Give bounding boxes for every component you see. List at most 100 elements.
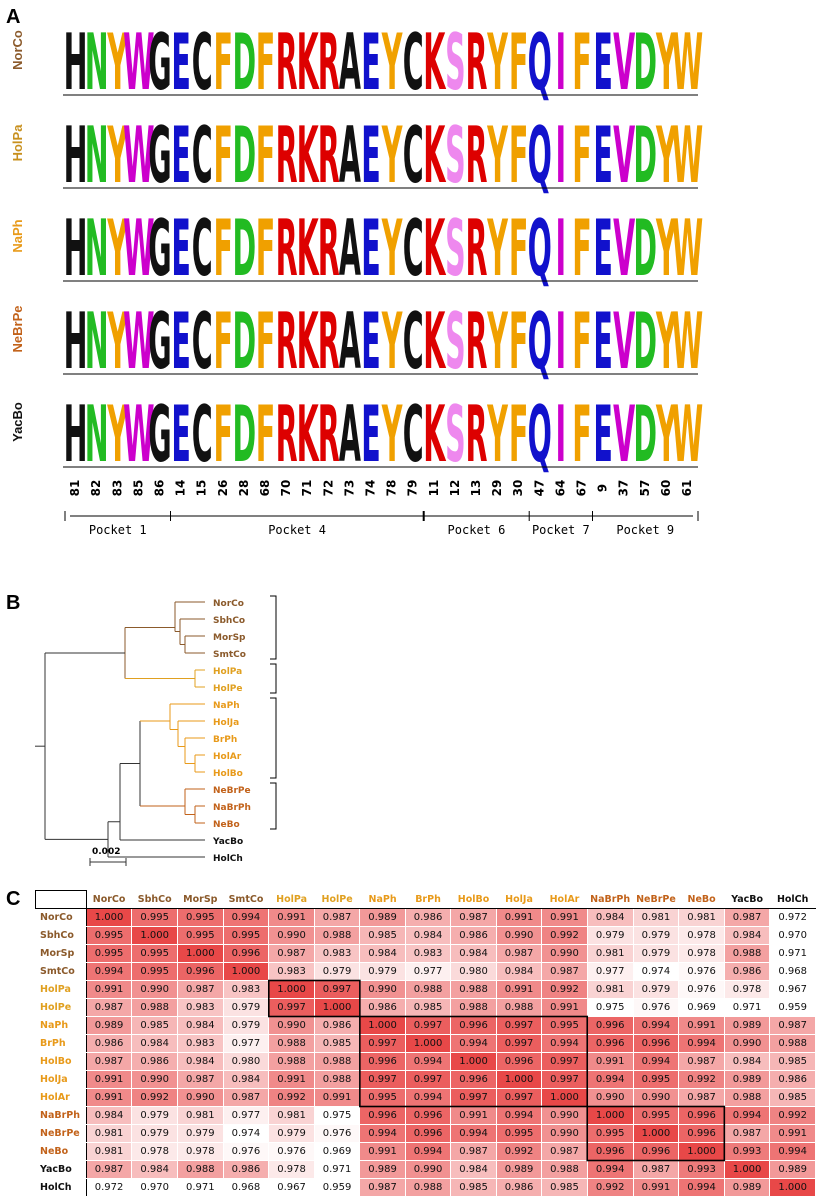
matrix-cell: 0.984 bbox=[359, 944, 406, 963]
logo-letter: Y bbox=[656, 16, 678, 108]
logo-letter: Y bbox=[656, 295, 678, 387]
matrix-cell: 0.996 bbox=[632, 1034, 680, 1053]
matrix-cell: 0.984 bbox=[85, 1106, 133, 1125]
logo-letter: Y bbox=[381, 295, 403, 387]
logo-letter: C bbox=[192, 388, 213, 480]
matrix-cell: 0.984 bbox=[177, 1016, 224, 1035]
matrix-cell: 0.994 bbox=[359, 1124, 406, 1143]
logo-letter: F bbox=[256, 295, 275, 387]
matrix-cell: 0.997 bbox=[495, 1034, 543, 1053]
matrix-cell: 0.988 bbox=[769, 1034, 816, 1053]
logo-letter: H bbox=[64, 202, 88, 294]
matrix-cell: 0.979 bbox=[586, 926, 634, 945]
logo-position-label: 73 bbox=[342, 480, 356, 497]
matrix-col-header: SbhCo bbox=[131, 890, 178, 909]
logo-position-label: 9 bbox=[596, 484, 610, 492]
matrix-col-header: YacBo bbox=[723, 890, 771, 909]
logo-letter: F bbox=[509, 388, 528, 480]
matrix-cell: 1.000 bbox=[495, 1070, 543, 1089]
matrix-cell: 0.983 bbox=[313, 944, 361, 963]
logo-letter: R bbox=[318, 16, 340, 108]
matrix-cell: 0.968 bbox=[222, 1178, 270, 1197]
matrix-cell: 0.974 bbox=[222, 1124, 270, 1143]
matrix-cell: 1.000 bbox=[177, 944, 224, 963]
matrix-cell: 0.975 bbox=[586, 998, 634, 1017]
matrix-cell: 0.959 bbox=[313, 1178, 361, 1197]
logo-letter: Y bbox=[487, 388, 509, 480]
matrix-cell: 0.995 bbox=[85, 926, 133, 945]
matrix-cell: 0.987 bbox=[541, 962, 588, 981]
matrix-cell: 0.996 bbox=[404, 1106, 452, 1125]
matrix-cell: 0.991 bbox=[359, 1142, 406, 1161]
logo-letter: Y bbox=[656, 109, 678, 201]
matrix-cell: 0.985 bbox=[131, 1016, 178, 1035]
matrix-cell: 0.984 bbox=[177, 1052, 224, 1071]
identity-matrix: NorCo SbhCo MorSp SmtCo HolPa HolPe NaPh BrPh Ho… bbox=[35, 890, 816, 1197]
matrix-cell: 0.987 bbox=[85, 1052, 133, 1071]
logo-letter: Y bbox=[487, 16, 509, 108]
matrix-cell: 0.992 bbox=[541, 926, 588, 945]
matrix-cell: 0.984 bbox=[222, 1070, 270, 1089]
matrix-cell: 0.970 bbox=[769, 926, 816, 945]
matrix-cell: 0.992 bbox=[586, 1178, 634, 1197]
logo-letter: R bbox=[318, 109, 340, 201]
matrix-col-header: HolPa bbox=[268, 890, 315, 909]
matrix-cell: 0.992 bbox=[769, 1106, 816, 1125]
matrix-cell: 0.978 bbox=[268, 1160, 315, 1179]
logo-letter: D bbox=[233, 202, 257, 294]
matrix-cell: 0.984 bbox=[131, 1034, 178, 1053]
matrix-cell: 0.981 bbox=[586, 944, 634, 963]
matrix-cell: 0.988 bbox=[131, 998, 178, 1017]
matrix-col-header: NaBrPh bbox=[586, 890, 634, 909]
logo-position-label: 61 bbox=[680, 480, 694, 497]
logo-letter: F bbox=[572, 388, 591, 480]
matrix-col-header: NeBrPe bbox=[632, 890, 680, 909]
matrix-cell: 0.979 bbox=[222, 998, 270, 1017]
logo-letter: D bbox=[233, 16, 257, 108]
matrix-row-header: HolJa bbox=[35, 1070, 87, 1089]
logo-letter: K bbox=[423, 109, 446, 201]
logo-letter: E bbox=[593, 16, 612, 108]
matrix-col-header: HolPe bbox=[313, 890, 361, 909]
phylogenetic-tree: NorCo SbhCo MorSp SmtCo HolPa HolPe NaPh HolJa B… bbox=[35, 595, 277, 866]
matrix-cell: 1.000 bbox=[678, 1142, 725, 1161]
matrix-cell: 0.997 bbox=[541, 1070, 588, 1089]
matrix-cell: 0.995 bbox=[541, 1016, 588, 1035]
logo-letter: K bbox=[423, 295, 446, 387]
matrix-row: NaPh 0.989 0.985 0.984 0.979 0.990 0.986 1.000 0… bbox=[35, 1016, 816, 1035]
pocket-label: Pocket 4 bbox=[268, 523, 326, 537]
logo-letter: R bbox=[276, 109, 298, 201]
matrix-cell: 0.994 bbox=[678, 1034, 725, 1053]
matrix-cell: 0.987 bbox=[541, 1142, 588, 1161]
matrix-cell: 0.987 bbox=[222, 1088, 270, 1107]
matrix-cell: 0.997 bbox=[541, 1052, 588, 1071]
matrix-cell: 0.994 bbox=[632, 1052, 680, 1071]
matrix-cell: 0.995 bbox=[586, 1124, 634, 1143]
matrix-cell: 0.993 bbox=[678, 1160, 725, 1179]
matrix-cell: 0.996 bbox=[586, 1016, 634, 1035]
logo-position-label: 67 bbox=[574, 480, 588, 497]
matrix-cell: 0.997 bbox=[495, 1088, 543, 1107]
tree-tip-label: HolCh bbox=[213, 854, 243, 864]
logo-letter: F bbox=[256, 202, 275, 294]
matrix-cell: 0.981 bbox=[678, 908, 725, 927]
logo-row-label: NorCo bbox=[10, 30, 25, 70]
matrix-cell: 0.991 bbox=[313, 1088, 361, 1107]
matrix-cell: 0.997 bbox=[450, 1088, 497, 1107]
logo-letter: R bbox=[465, 295, 487, 387]
logo-letter: D bbox=[633, 109, 657, 201]
matrix-cell: 0.969 bbox=[678, 998, 725, 1017]
logo-letter: E bbox=[593, 109, 612, 201]
matrix-cell: 0.990 bbox=[359, 980, 406, 999]
logo-letter: E bbox=[361, 202, 380, 294]
tree-tip-label: HolAr bbox=[213, 752, 242, 762]
matrix-cell: 0.988 bbox=[268, 1034, 315, 1053]
logo-letter: N bbox=[85, 295, 109, 387]
matrix-cell: 0.988 bbox=[723, 1088, 771, 1107]
matrix-cell: 0.985 bbox=[450, 1178, 497, 1197]
matrix-col-header: SmtCo bbox=[222, 890, 270, 909]
matrix-cell: 0.993 bbox=[723, 1142, 771, 1161]
logo-letter: S bbox=[445, 109, 466, 201]
